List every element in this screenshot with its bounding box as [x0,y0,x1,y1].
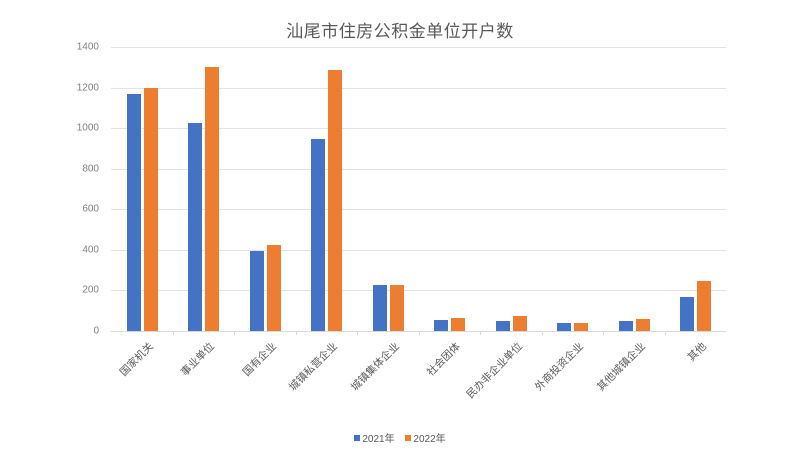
bar-2022年-事业单位[interactable] [205,67,220,331]
bar-2021年-民办非企业单位[interactable] [495,321,510,331]
x-tick-mark [357,331,358,335]
bar-2021年-其他城镇企业[interactable] [618,320,633,331]
x-category-label: 国家机关 [117,340,156,379]
x-category-label: 城镇私营企业 [287,340,341,394]
x-category-label: 其他城镇企业 [594,340,648,394]
x-category-label: 城镇集体企业 [348,340,402,394]
y-tick-label: 0 [93,325,99,337]
gridline-600 [111,209,726,211]
x-tick-mark [480,331,481,335]
legend-swatch-2022 [405,434,412,441]
bar-2022年-其他[interactable] [697,281,712,331]
bar-2021年-外商投资企业[interactable] [557,323,572,331]
x-tick-mark [664,331,666,335]
bar-2022年-民办非企业单位[interactable] [512,316,527,331]
bar-2022年-城镇私营企业[interactable] [328,70,343,331]
y-tick-label: 1000 [76,122,99,134]
bar-2021年-社会团体[interactable] [434,319,449,331]
x-category-label: 事业单位 [178,340,218,379]
legend-label-2022: 2022年 [413,434,446,445]
bar-2021年-城镇集体企业[interactable] [372,285,387,331]
y-tick-label: 200 [82,284,99,296]
bar-2022年-城镇集体企业[interactable] [389,285,404,331]
gridline-1000 [111,128,726,130]
x-tick-mark [541,331,543,335]
x-tick-mark [603,331,604,335]
x-category-label: 社会团体 [424,340,464,379]
y-tick-label: 600 [82,203,99,215]
legend: 2021年 2022年 [0,430,800,445]
bar-2022年-社会团体[interactable] [451,317,466,331]
y-tick-label: 1400 [76,41,99,53]
x-tick-mark [172,331,174,335]
bar-2021年-其他[interactable] [680,296,695,331]
x-category-label: 其他 [685,340,710,364]
gridline-800 [111,168,726,170]
x-tick-mark [295,331,297,335]
legend-swatch-2021 [354,434,361,441]
legend-label-2021: 2021年 [362,434,395,445]
bar-2022年-外商投资企业[interactable] [574,323,589,331]
y-tick-label: 800 [82,163,99,175]
bar-2021年-国有企业[interactable] [249,251,264,331]
x-category-label: 国有企业 [240,340,279,379]
bar-2021年-事业单位[interactable] [188,123,203,331]
bar-2021年-城镇私营企业[interactable] [311,139,326,331]
bar-2022年-国有企业[interactable] [266,245,281,331]
gridline-1200 [111,87,726,89]
y-tick-label: 1200 [76,82,99,94]
legend-item-2022[interactable]: 2022年 [405,430,446,445]
gridline-200 [111,290,726,292]
x-category-label: 民办非企业单位 [464,340,525,401]
x-category-label: 外商投资企业 [533,340,587,394]
gridline-400 [111,249,726,251]
chart-title: 汕尾市住房公积金单位开户数 [286,22,514,42]
x-tick-mark [234,331,235,335]
x-tick-mark [418,331,420,335]
bar-2021年-国家机关[interactable] [126,94,141,331]
plot-area: 0 200 400 600 800 1000 1200 1400 国家机关 事业单位 国有企业 城镇私… [77,42,726,401]
y-tick-label: 400 [82,244,99,256]
bar-2022年-其他城镇企业[interactable] [635,319,650,331]
gridline-1400 [111,47,726,48]
bar-2022年-国家机关[interactable] [143,87,158,331]
legend-item-2021[interactable]: 2021年 [354,430,395,445]
